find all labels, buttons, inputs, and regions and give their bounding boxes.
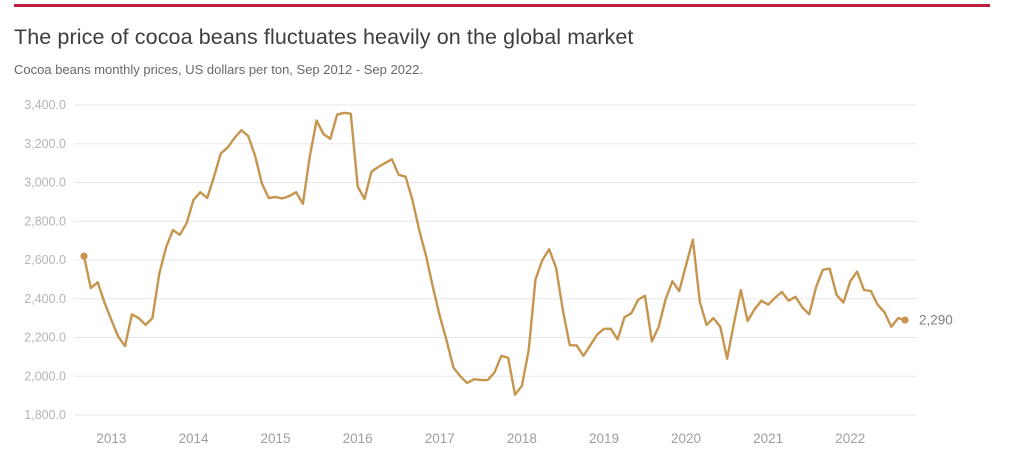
y-axis-label: 3,400.0 [24, 98, 66, 112]
y-axis-label: 2,000.0 [24, 369, 66, 383]
page-title: The price of cocoa beans fluctuates heav… [14, 25, 634, 49]
x-axis-label: 2019 [589, 431, 619, 446]
price-chart: 3,400.0 3,200.0 3,000.0 2,800.0 2,600.0 2,400… [0, 92, 1016, 452]
y-axis-label: 2,800.0 [24, 214, 66, 228]
chart-subtitle: Cocoa beans monthly prices, US dollars p… [14, 62, 424, 77]
x-axis-label: 2013 [96, 431, 126, 446]
y-axis-label: 2,200.0 [24, 331, 66, 345]
cocoa-line-chart: 3,400.0 3,200.0 3,000.0 2,800.0 2,600.0 2,400… [24, 98, 953, 446]
x-axis-label: 2015 [261, 431, 291, 446]
y-axis-label: 2,400.0 [24, 292, 66, 306]
y-axis-label: 1,800.0 [24, 408, 66, 422]
x-axis-label: 2014 [178, 431, 209, 446]
y-axis-label: 3,000.0 [24, 176, 66, 190]
y-axis-label: 2,600.0 [24, 253, 66, 267]
accent-bar [14, 4, 990, 7]
x-axis-label: 2017 [425, 431, 455, 446]
x-axis-label: 2020 [671, 431, 701, 446]
x-axis-label: 2021 [753, 431, 783, 446]
x-axis-label: 2016 [343, 431, 373, 446]
x-axis-label: 2018 [507, 431, 537, 446]
data-point-end [901, 316, 909, 324]
y-axis-label: 3,200.0 [24, 137, 66, 151]
x-axis-label: 2022 [835, 431, 865, 446]
end-value-label: 2,290 [919, 313, 953, 328]
data-point-start [80, 252, 88, 260]
price-line [82, 111, 907, 396]
